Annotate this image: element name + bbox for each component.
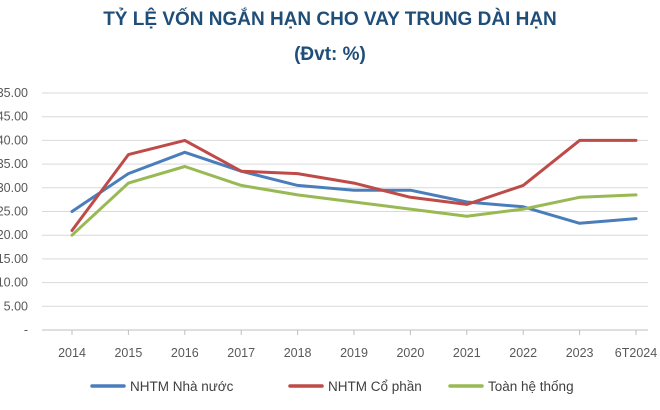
y-tick-label: 5.00 — [4, 299, 28, 313]
y-tick-label: 30.00 — [0, 181, 28, 195]
x-tick-label: 2019 — [340, 346, 368, 360]
y-tick-label: 35.00 — [0, 157, 28, 171]
y-tick-label: 40.00 — [0, 133, 28, 147]
x-tick-label: 2015 — [114, 346, 142, 360]
y-tick-label: 25.00 — [0, 205, 28, 219]
series-line-2 — [70, 138, 638, 232]
y-tick-label: 35.00 — [0, 86, 28, 100]
chart-subtitle: (Đvt: %) — [294, 44, 366, 65]
legend-label: Toàn hệ thống — [488, 379, 574, 394]
x-tick-label: 6T2024 — [615, 346, 657, 360]
chart-title: TỶ LỆ VỐN NGẮN HẠN CHO VAY TRUNG DÀI HẠN — [103, 9, 557, 30]
y-tick-label: - — [24, 323, 28, 337]
x-tick-label: 2020 — [396, 346, 424, 360]
legend-label: NHTM Cổ phần — [328, 379, 422, 394]
series-line-1 — [70, 150, 638, 225]
x-tick-label: 2016 — [171, 346, 199, 360]
y-tick-label: 10.00 — [0, 276, 28, 290]
y-tick-label: 15.00 — [0, 252, 28, 266]
x-tick-label: 2022 — [509, 346, 537, 360]
legend-label: NHTM Nhà nước — [130, 379, 234, 394]
series-line-3 — [70, 165, 638, 237]
x-tick-label: 2017 — [227, 346, 255, 360]
x-tick-label: 2023 — [566, 346, 594, 360]
x-tick-label: 2018 — [284, 346, 312, 360]
y-tick-label: 20.00 — [0, 228, 28, 242]
x-tick-label: 2021 — [453, 346, 481, 360]
x-tick-label: 2014 — [58, 346, 86, 360]
y-tick-label: 45.00 — [0, 110, 28, 124]
